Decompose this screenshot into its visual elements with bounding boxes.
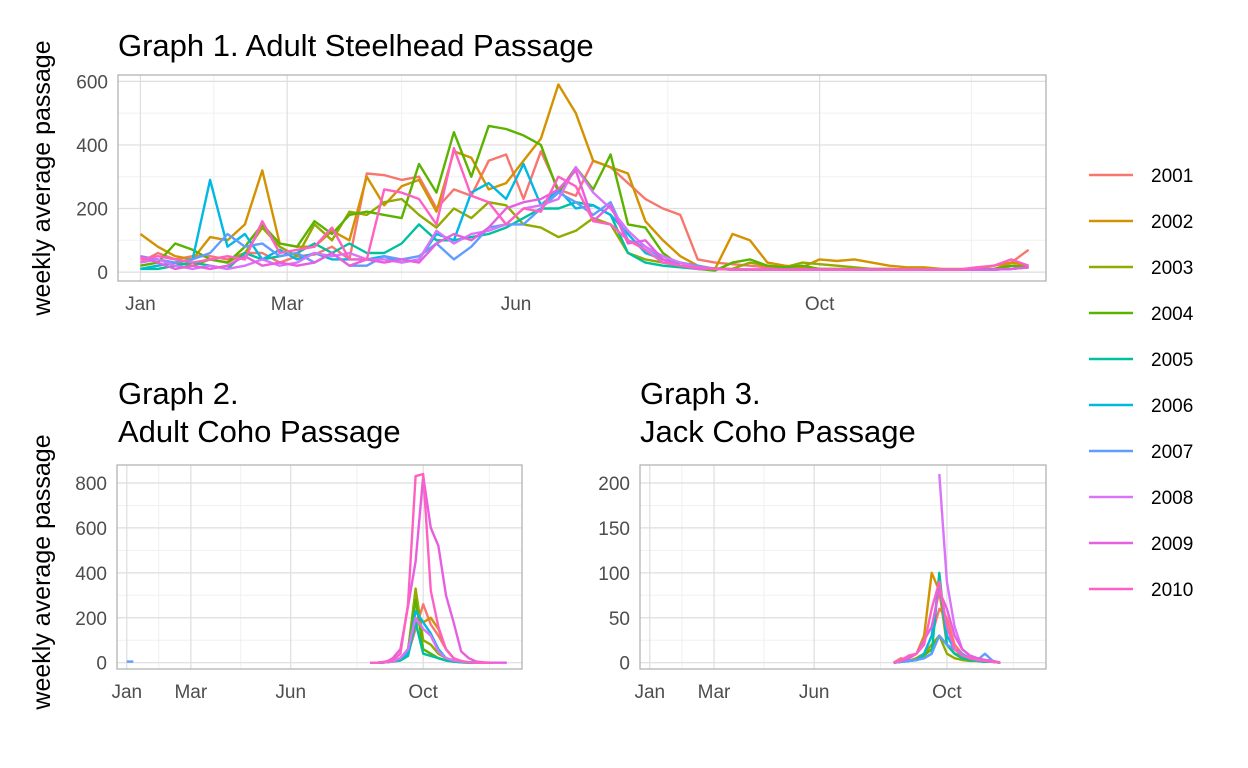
graph-3-x-tick-label: Jan (634, 682, 665, 703)
graph-2-panel-border (116, 464, 523, 670)
graph-1-x-tick-label: Mar (271, 294, 304, 315)
graph-1-panel: Graph 1. Adult Steelhead Passage weekly … (28, 28, 1047, 317)
legend-item-2008: 2008 (1089, 488, 1193, 509)
graph-2-title-line-1: Graph 2. (118, 376, 239, 411)
graph-1-x-tick-label: Jan (125, 294, 156, 315)
graph-1-series-2010 (140, 146, 1030, 271)
graph-3-y-tick-label: 100 (598, 564, 630, 585)
graph-3-series-2007 (893, 634, 1001, 664)
graph-1-title: Graph 1. Adult Steelhead Passage (118, 28, 594, 63)
graph-1-y-axis-label: weekly average passage (28, 40, 56, 316)
legend-item-2007: 2007 (1089, 442, 1193, 463)
graph-3-y-tick-label: 200 (598, 474, 630, 495)
legend-label-2007: 2007 (1151, 442, 1193, 463)
graph-2-x-tick-label: Oct (408, 682, 438, 703)
graph-1-y-tick-label: 600 (76, 72, 108, 93)
graph-2-y-tick-label: 400 (75, 564, 107, 585)
graph-2-y-axis-label: weekly average passage (28, 434, 56, 710)
graph-1-x-tick-label: Oct (805, 294, 835, 315)
legend-item-2010: 2010 (1089, 580, 1193, 601)
legend-item-2002: 2002 (1089, 212, 1193, 233)
graph-2-series-2010 (370, 472, 492, 664)
graph-3-title-line-2: Jack Coho Passage (640, 414, 916, 449)
graph-2-x-tick-label: Jun (275, 682, 306, 703)
graph-2-y-tick-label: 800 (75, 474, 107, 495)
legend-label-2005: 2005 (1151, 350, 1193, 371)
legend-item-2006: 2006 (1089, 396, 1193, 417)
legend-item-2001: 2001 (1089, 166, 1193, 187)
graph-1-y-tick-label: 400 (76, 136, 108, 157)
legend-label-2003: 2003 (1151, 258, 1193, 279)
legend-item-2009: 2009 (1089, 534, 1193, 555)
legend-label-2004: 2004 (1151, 304, 1194, 325)
graph-2-title-line-2: Adult Coho Passage (118, 414, 401, 449)
graph-2-y-tick-label: 200 (75, 609, 107, 630)
graph-1-y-tick-label: 200 (76, 200, 108, 221)
graph-3-y-tick-label: 150 (598, 519, 630, 540)
legend-item-2004: 2004 (1089, 304, 1194, 325)
graph-3-x-tick-label: Oct (932, 682, 962, 703)
legend-label-2002: 2002 (1151, 212, 1193, 233)
graph-3-panel-border (639, 464, 1047, 670)
legend-label-2010: 2010 (1151, 580, 1193, 601)
graph-1-y-tick-label: 0 (97, 263, 108, 284)
graph-2-y-tick-label: 600 (75, 519, 107, 540)
legend-label-2008: 2008 (1151, 488, 1193, 509)
graph-2-x-tick-label: Mar (174, 682, 207, 703)
graph-2-panel: Graph 2. Adult Coho Passage weekly avera… (28, 376, 523, 711)
legend-label-2006: 2006 (1151, 396, 1193, 417)
legend-item-2005: 2005 (1089, 350, 1193, 371)
graph-3-panel: Graph 3. Jack Coho Passage Jan Mar Jun Oct 0… (598, 376, 1047, 703)
graph-3-title-line-1: Graph 3. (640, 376, 761, 411)
legend: 2001 2002 2003 2004 2005 2006 2007 2008 2009 2010 (1089, 166, 1194, 601)
legend-item-2003: 2003 (1089, 258, 1193, 279)
graph-3-x-tick-label: Jun (799, 682, 830, 703)
graph-3-y-tick-label: 50 (609, 609, 630, 630)
graph-2-x-tick-label: Jan (111, 682, 142, 703)
graph-3-series-2010 (893, 580, 1001, 664)
graph-1-x-tick-label: Jun (501, 294, 532, 315)
graph-3-plot-area (640, 465, 1046, 669)
graph-2-y-tick-label: 0 (96, 654, 107, 675)
graph-2-plot-area (117, 465, 522, 669)
legend-label-2001: 2001 (1151, 166, 1193, 187)
graph-1-panel-border (117, 74, 1047, 282)
graph-3-x-tick-label: Mar (698, 682, 731, 703)
legend-label-2009: 2009 (1151, 534, 1193, 555)
graph-3-y-tick-label: 0 (619, 654, 630, 675)
